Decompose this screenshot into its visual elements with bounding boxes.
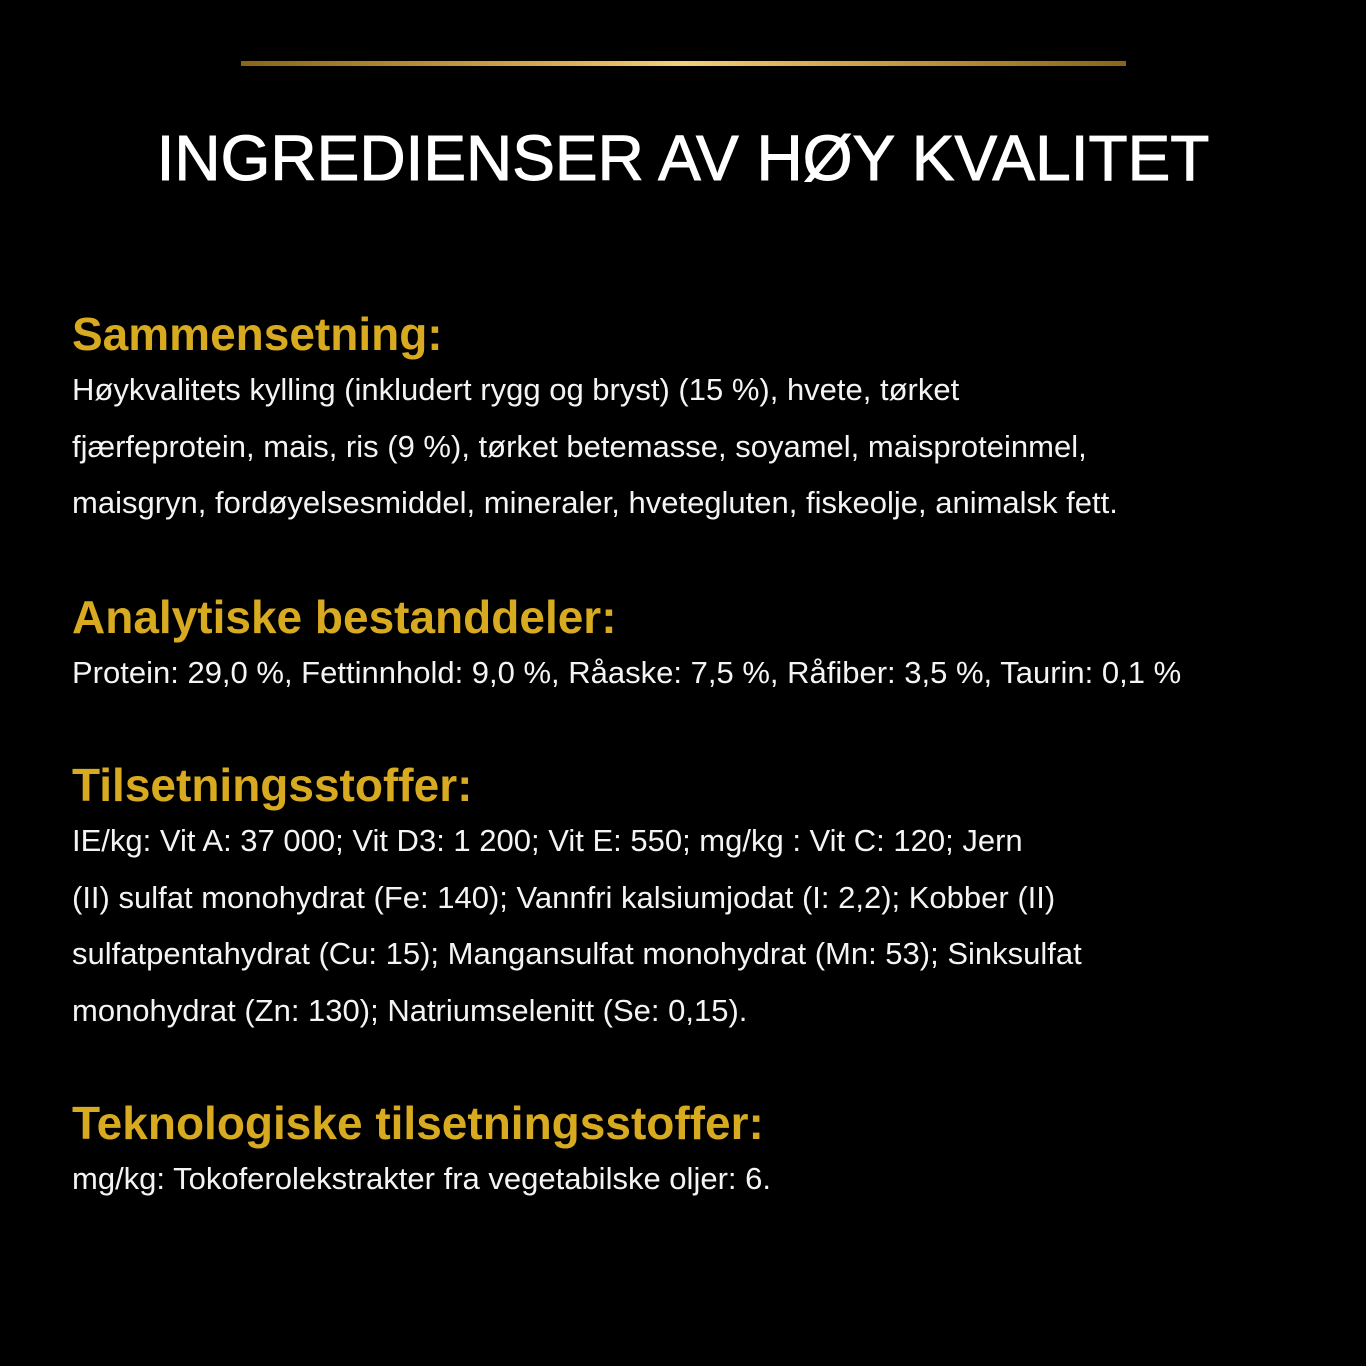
text-line: Høykvalitets kylling (inkludert rygg og … <box>72 372 960 407</box>
section-heading: Tilsetningsstoffer: <box>72 759 473 811</box>
section-heading: Analytiske bestanddeler: <box>72 591 617 643</box>
section-technological-additives: Teknologiske tilsetningsstoffer: mg/kg: … <box>72 1095 771 1208</box>
section-analytical: Analytiske bestanddeler: Protein: 29,0 %… <box>72 589 1181 702</box>
section-composition: Sammensetning: Høykvalitets kylling (ink… <box>72 306 1118 532</box>
text-line: Protein: 29,0 %, Fettinnhold: 9,0 %, Råa… <box>72 655 1182 690</box>
section-heading: Teknologiske tilsetningsstoffer: <box>72 1097 764 1149</box>
section-additives: Tilsetningsstoffer: IE/kg: Vit A: 37 000… <box>72 757 1082 1039</box>
page-title: INGREDIENSER AV HØY KVALITET <box>156 122 1210 195</box>
section-heading: Sammensetning: <box>72 308 443 360</box>
text-line: IE/kg: Vit A: 37 000; Vit D3: 1 200; Vit… <box>72 823 1023 858</box>
text-line: monohydrat (Zn: 130); Natriumselenitt (S… <box>72 992 748 1028</box>
text-line: mg/kg: Tokoferolekstrakter fra vegetabil… <box>72 1161 771 1196</box>
text-line: (II) sulfat monohydrat (Fe: 140); Vannfr… <box>72 879 1056 915</box>
text-line: maisgryn, fordøyelsesmiddel, mineraler, … <box>72 485 1118 520</box>
gold-divider <box>241 61 1126 66</box>
text-line: fjærfeprotein, mais, ris (9 %), tørket b… <box>72 428 1087 464</box>
text-line: sulfatpentahydrat (Cu: 15); Mangansulfat… <box>72 936 1082 971</box>
